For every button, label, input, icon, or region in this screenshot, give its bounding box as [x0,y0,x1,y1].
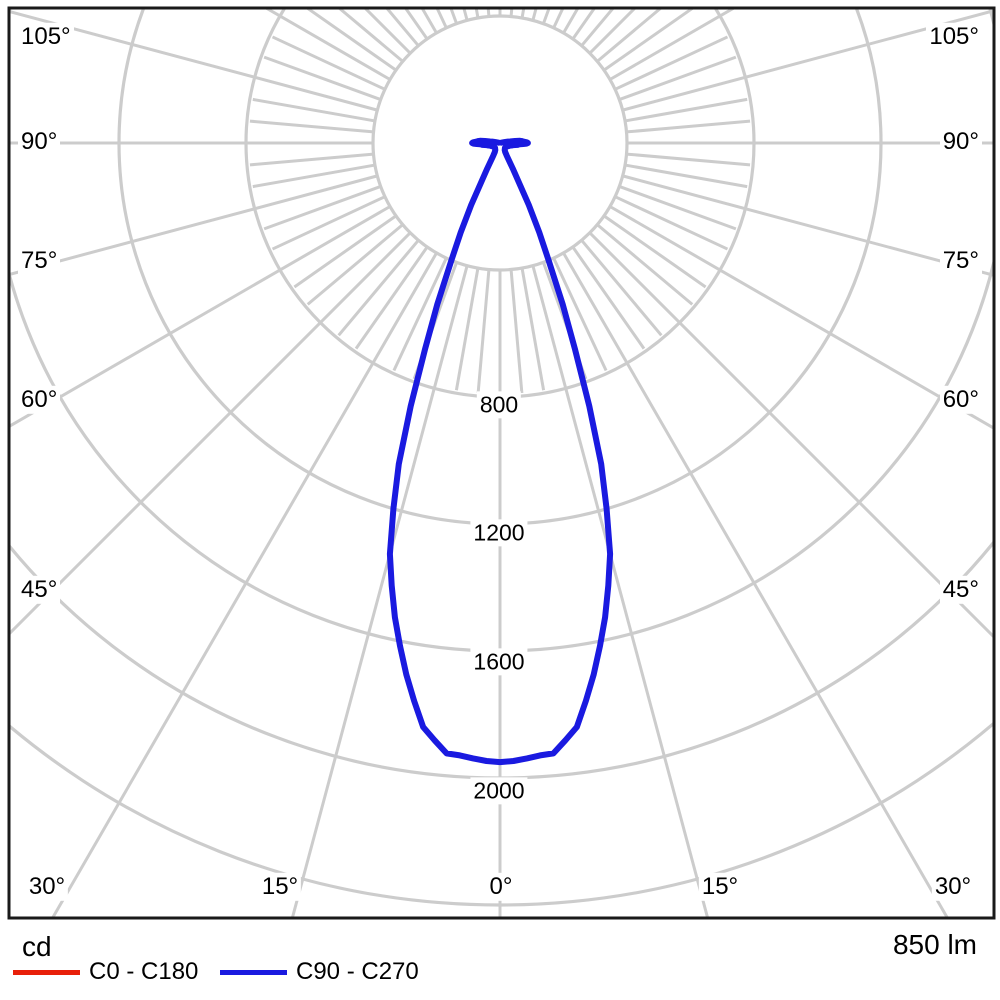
radial-unit-label: cd [22,931,52,962]
angle-label-bottom-1-15: 15° [258,872,302,902]
angle-label-left-90: 90° [18,127,61,157]
legend-swatch-c90-c270-icon [220,969,287,975]
angle-label-right-90: 90° [939,127,982,157]
angle-label-left-105: 105° [18,22,74,52]
angle-label-right-105: 105° [926,22,982,52]
angle-label-bottom-2-0: 0° [486,872,516,902]
curve-c90-c270 [386,137,614,766]
angle-label-right-60: 60° [939,385,982,415]
angle-label-left-45: 45° [18,575,61,605]
angle-label-bottom-3-15: 15° [698,872,742,902]
legend-swatch-c0-c180-icon [13,969,80,975]
legend-label-c0-c180: C0 - C180 [89,958,199,985]
radial-label-2000: 2000 [470,777,528,805]
radial-label-1600: 1600 [470,648,528,676]
angle-label-bottom-0-30: 30° [25,872,69,902]
chart-frame [7,6,996,920]
legend-item-c90-c270: C90 - C270 [220,957,419,987]
angle-label-left-75: 75° [18,246,61,276]
luminous-flux-label: 850 lm [892,929,977,960]
angle-label-right-45: 45° [939,575,982,605]
radial-label-1200: 1200 [470,519,528,547]
angle-label-left-60: 60° [18,385,61,415]
legend-item-c0-c180: C0 - C180 [13,957,198,987]
legend: C0 - C180 C90 - C270 [13,957,973,987]
angle-label-right-75: 75° [939,246,982,276]
legend-label-c90-c270: C90 - C270 [296,958,419,985]
radial-label-800: 800 [476,391,522,419]
angle-label-bottom-4-30: 30° [931,872,975,902]
